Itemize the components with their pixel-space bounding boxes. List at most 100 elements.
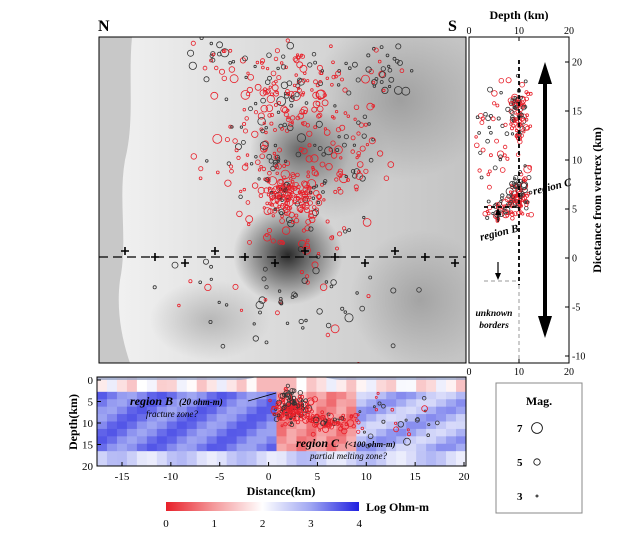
earthquake-event: [290, 173, 297, 180]
earthquake-event: [296, 133, 306, 143]
earthquake-event: [356, 120, 361, 125]
earthquake-event: [313, 79, 318, 85]
earthquake-event: [486, 199, 491, 204]
earthquake-event: [368, 137, 376, 145]
earthquake-event: [372, 405, 376, 409]
earthquake-event: [190, 153, 197, 160]
region-c-note: partial melting zone?: [309, 451, 387, 461]
earthquake-event: [264, 233, 269, 237]
earthquake-event: [285, 416, 289, 420]
earthquake-event: [334, 177, 339, 182]
earthquake-event: [292, 83, 297, 88]
earthquake-event: [291, 400, 297, 406]
distance-right-ticks: 20 15 10 5 0 -5 -10: [565, 58, 585, 363]
earthquake-event: [311, 196, 316, 200]
earthquake-event: [265, 67, 270, 71]
earthquake-event: [213, 65, 219, 71]
earthquake-event: [296, 197, 300, 201]
earthquake-event: [281, 175, 287, 180]
section-x-tick: 0: [266, 471, 272, 483]
earthquake-event: [260, 104, 268, 113]
earthquake-event: [334, 74, 338, 79]
earthquake-event: [313, 143, 317, 147]
earthquake-event: [284, 65, 288, 70]
distance-tick: 15: [572, 107, 582, 118]
depth-top-title: Depth (km): [490, 8, 549, 22]
earthquake-event: [280, 61, 284, 65]
earthquake-event: [251, 182, 259, 189]
earthquake-event: [268, 158, 274, 164]
earthquake-event: [503, 122, 508, 127]
earthquake-event: [249, 162, 254, 166]
earthquake-event: [269, 195, 275, 201]
earthquake-event: [297, 77, 303, 83]
earthquake-event: [356, 161, 364, 168]
earthquake-event: [281, 226, 291, 235]
magnitude-label: 3: [517, 491, 523, 503]
earthquake-event: [190, 40, 196, 46]
earthquake-event: [527, 165, 532, 170]
earthquake-event: [259, 144, 268, 153]
earthquake-event: [320, 410, 325, 415]
earthquake-event: [346, 419, 355, 427]
section-x-tick: 15: [410, 471, 422, 483]
earthquake-event: [357, 170, 361, 174]
earthquake-event: [273, 90, 280, 97]
earthquake-event: [253, 64, 257, 69]
earthquake-event: [356, 420, 361, 425]
earthquake-event: [285, 393, 293, 401]
earthquake-event: [474, 135, 478, 139]
earthquake-event: [234, 148, 239, 153]
earthquake-event: [339, 416, 343, 420]
station-marker: [181, 259, 189, 267]
earthquake-event: [523, 79, 528, 84]
earthquake-event: [474, 142, 480, 148]
earthquake-event: [340, 423, 344, 428]
earthquake-event: [350, 135, 356, 141]
earthquake-event: [273, 56, 279, 62]
earthquake-event: [285, 38, 290, 43]
earthquake-event: [414, 417, 420, 423]
colorbar-tick: 2: [260, 518, 266, 530]
earthquake-event: [325, 322, 332, 329]
earthquake-event: [236, 155, 241, 160]
colorbar-tick: 4: [356, 518, 362, 530]
earthquake-event: [321, 415, 325, 419]
earthquake-event: [376, 150, 384, 157]
earthquake-event: [248, 106, 253, 112]
earthquake-event: [377, 401, 382, 406]
earthquake-event: [300, 147, 308, 155]
earthquake-event: [218, 68, 225, 75]
earthquake-event: [387, 67, 393, 73]
earthquake-event: [273, 128, 277, 132]
earthquake-event: [286, 91, 291, 96]
earthquake-event: [246, 86, 253, 94]
earthquake-event: [255, 300, 264, 310]
earthquake-event: [247, 74, 255, 81]
earthquake-event: [371, 104, 376, 108]
earthquake-event: [283, 186, 289, 192]
earthquake-event: [281, 106, 289, 114]
earthquake-event: [304, 408, 309, 412]
earthquake-event: [279, 218, 285, 224]
earthquake-event: [509, 122, 513, 126]
earthquake-event: [362, 430, 366, 434]
earthquake-event: [335, 70, 342, 77]
earthquake-event: [316, 252, 321, 256]
depth-top-tick: 20: [564, 26, 574, 37]
earthquake-event: [247, 239, 252, 245]
earthquake-event: [280, 105, 288, 113]
earthquake-event: [299, 416, 304, 422]
earthquake-event: [288, 96, 295, 103]
earthquake-event: [283, 159, 288, 163]
earthquake-event: [279, 301, 284, 306]
earthquake-event: [295, 420, 300, 425]
earthquake-event: [336, 170, 344, 178]
earthquake-event: [224, 97, 229, 102]
earthquake-event: [320, 182, 324, 187]
earthquake-event: [313, 189, 320, 197]
depth-bottom-ticks: 0 10 20: [467, 359, 574, 378]
magnitude-legend: Mag. 7 5 3: [495, 382, 583, 514]
earthquake-event: [266, 153, 273, 160]
earthquake-event: [264, 177, 270, 183]
